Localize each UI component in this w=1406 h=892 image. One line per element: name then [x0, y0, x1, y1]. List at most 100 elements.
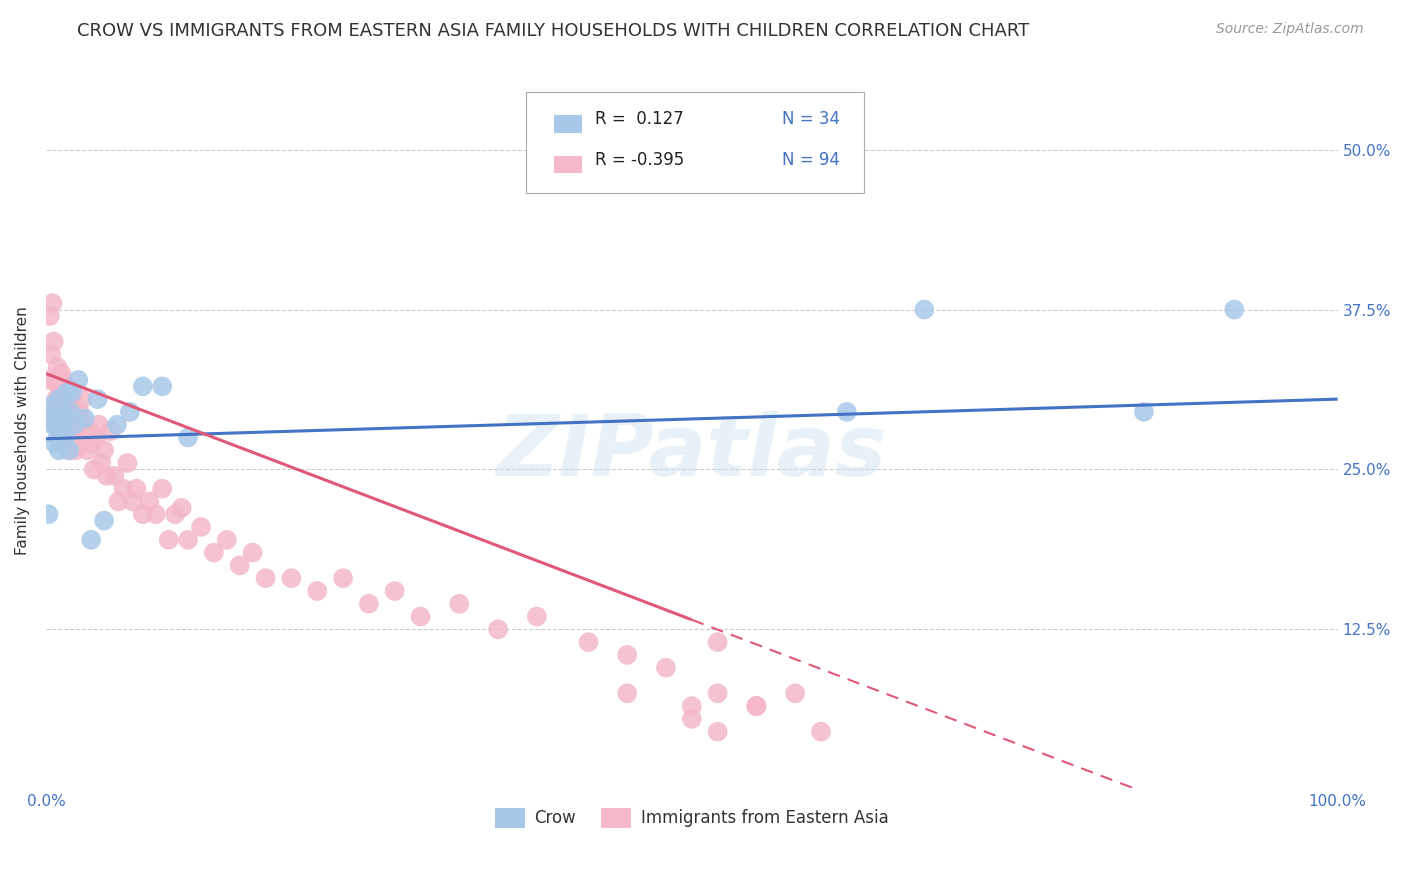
Point — [228, 558, 250, 573]
Point — [45, 392, 67, 406]
FancyBboxPatch shape — [554, 156, 582, 173]
Point — [56, 430, 79, 444]
Point — [138, 494, 160, 508]
Point — [93, 443, 115, 458]
Point — [202, 546, 225, 560]
Point — [56, 392, 79, 406]
Point — [38, 373, 60, 387]
Point — [55, 379, 77, 393]
Point — [332, 571, 354, 585]
Point — [745, 699, 768, 714]
Point — [578, 635, 600, 649]
Point — [53, 430, 76, 444]
Point — [112, 482, 135, 496]
Point — [62, 430, 84, 444]
Point — [63, 417, 86, 432]
FancyBboxPatch shape — [554, 115, 582, 133]
Point — [87, 417, 110, 432]
Text: ZIPatlas: ZIPatlas — [496, 411, 887, 494]
Point — [51, 424, 73, 438]
Point — [46, 417, 69, 432]
Point — [49, 385, 72, 400]
Point — [706, 686, 728, 700]
Point — [58, 405, 80, 419]
Point — [63, 417, 86, 432]
Point — [58, 443, 80, 458]
Point — [42, 405, 65, 419]
Point — [48, 443, 70, 458]
Point — [51, 367, 73, 381]
Text: N = 34: N = 34 — [782, 111, 841, 128]
Point — [42, 334, 65, 349]
Point — [55, 385, 77, 400]
Point — [41, 296, 63, 310]
Point — [409, 609, 432, 624]
Point — [177, 533, 200, 547]
Point — [486, 623, 509, 637]
Point — [45, 417, 67, 432]
Point — [44, 405, 66, 419]
Point — [145, 507, 167, 521]
Point — [80, 437, 103, 451]
Point — [242, 546, 264, 560]
Point — [177, 430, 200, 444]
Point — [616, 648, 638, 662]
Point — [1133, 405, 1156, 419]
Point — [52, 405, 75, 419]
Point — [810, 724, 832, 739]
Point — [1223, 302, 1246, 317]
Point — [73, 417, 96, 432]
Point — [103, 468, 125, 483]
Point — [150, 379, 173, 393]
Point — [66, 424, 89, 438]
Point — [49, 424, 72, 438]
Point — [49, 411, 72, 425]
Point — [745, 699, 768, 714]
Point — [52, 373, 75, 387]
Point — [44, 437, 66, 451]
Point — [70, 392, 93, 406]
Point — [70, 437, 93, 451]
Point — [79, 424, 101, 438]
Point — [59, 405, 82, 419]
Point — [45, 373, 67, 387]
Point — [107, 494, 129, 508]
Point — [745, 699, 768, 714]
Point — [39, 347, 62, 361]
Text: Source: ZipAtlas.com: Source: ZipAtlas.com — [1216, 22, 1364, 37]
Point — [165, 507, 187, 521]
Point — [53, 430, 76, 444]
Point — [39, 399, 62, 413]
Point — [46, 430, 69, 444]
Point — [38, 309, 60, 323]
Point — [132, 507, 155, 521]
Point — [100, 424, 122, 438]
Point — [835, 405, 858, 419]
Text: R = -0.395: R = -0.395 — [595, 151, 685, 169]
Point — [105, 417, 128, 432]
Point — [215, 533, 238, 547]
Point — [60, 385, 83, 400]
Y-axis label: Family Households with Children: Family Households with Children — [15, 307, 30, 556]
Point — [53, 385, 76, 400]
Point — [150, 482, 173, 496]
Point — [55, 417, 77, 432]
Point — [69, 405, 91, 419]
Text: CROW VS IMMIGRANTS FROM EASTERN ASIA FAMILY HOUSEHOLDS WITH CHILDREN CORRELATION: CROW VS IMMIGRANTS FROM EASTERN ASIA FAM… — [77, 22, 1029, 40]
Point — [53, 405, 76, 419]
Point — [90, 456, 112, 470]
Point — [96, 468, 118, 483]
Point — [83, 462, 105, 476]
Point — [616, 686, 638, 700]
Point — [73, 411, 96, 425]
Point — [655, 661, 678, 675]
Point — [48, 379, 70, 393]
Point — [93, 514, 115, 528]
Point — [190, 520, 212, 534]
Point — [67, 437, 90, 451]
Point — [48, 392, 70, 406]
Point — [912, 302, 935, 317]
Point — [80, 533, 103, 547]
Text: N = 94: N = 94 — [782, 151, 841, 169]
Legend: Crow, Immigrants from Eastern Asia: Crow, Immigrants from Eastern Asia — [488, 801, 896, 835]
